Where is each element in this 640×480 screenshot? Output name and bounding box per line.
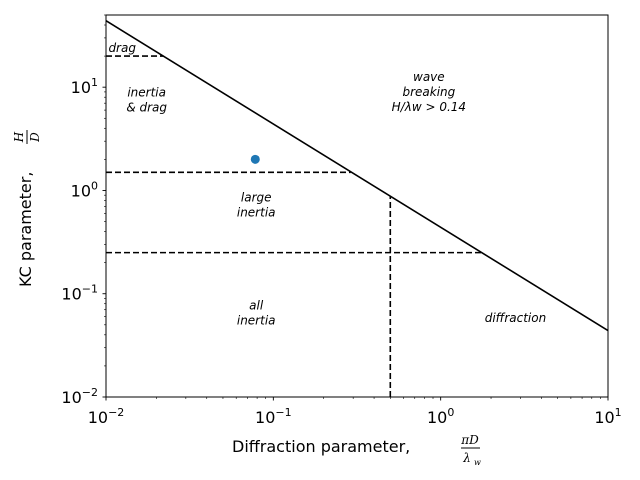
svg-text:πD: πD xyxy=(460,433,479,447)
region-label-2-1: breaking xyxy=(402,85,455,99)
breaking-limit-line-0 xyxy=(105,20,609,332)
region-label-1-0: inertia xyxy=(127,86,166,100)
plot-lines xyxy=(105,20,609,397)
region-label-5-0: diffraction xyxy=(485,311,546,325)
y-tick-label-0: 10−2 xyxy=(61,386,98,407)
data-point-0 xyxy=(250,154,260,164)
region-label-0-0: drag xyxy=(108,41,136,55)
svg-text:H: H xyxy=(12,131,26,143)
x-axis-label-text: Diffraction parameter, xyxy=(232,437,410,456)
svg-text:D: D xyxy=(28,132,42,143)
y-axis-label: KC parameter, H D xyxy=(12,130,42,287)
region-label-2-0: wave xyxy=(413,70,445,84)
y-axis-label-fraction: H D xyxy=(12,130,42,144)
x-tick-label-2: 100 xyxy=(427,406,454,427)
plot-frame xyxy=(105,14,609,398)
x-axis-label-fraction: πD λ w xyxy=(460,433,481,467)
region-label-4-1: inertia xyxy=(237,314,276,328)
y-tick-label-1: 10−1 xyxy=(61,283,98,304)
tick-labels: 10−2 10−1 100 101 10−2 10−1 100 101 xyxy=(61,76,621,427)
region-label-3-0: large xyxy=(241,191,272,205)
region-label-4-0: all xyxy=(249,299,264,313)
ticks xyxy=(102,14,609,401)
region-label-1-1: & drag xyxy=(126,101,167,115)
x-tick-label-3: 101 xyxy=(594,406,621,427)
region-label-2-2: H/λw > 0.14 xyxy=(392,100,466,114)
plot-points xyxy=(250,154,260,164)
x-tick-label-1: 10−1 xyxy=(255,406,292,427)
y-axis-label-text: KC parameter, xyxy=(16,172,35,287)
region-label-3-1: inertia xyxy=(237,206,276,220)
svg-text:w: w xyxy=(474,458,481,467)
y-tick-label-2: 100 xyxy=(71,179,98,200)
y-tick-label-3: 101 xyxy=(71,76,98,97)
x-axis-label: Diffraction parameter, πD λ w xyxy=(232,433,481,467)
svg-text:λ: λ xyxy=(462,451,471,465)
x-tick-label-0: 10−2 xyxy=(88,406,125,427)
